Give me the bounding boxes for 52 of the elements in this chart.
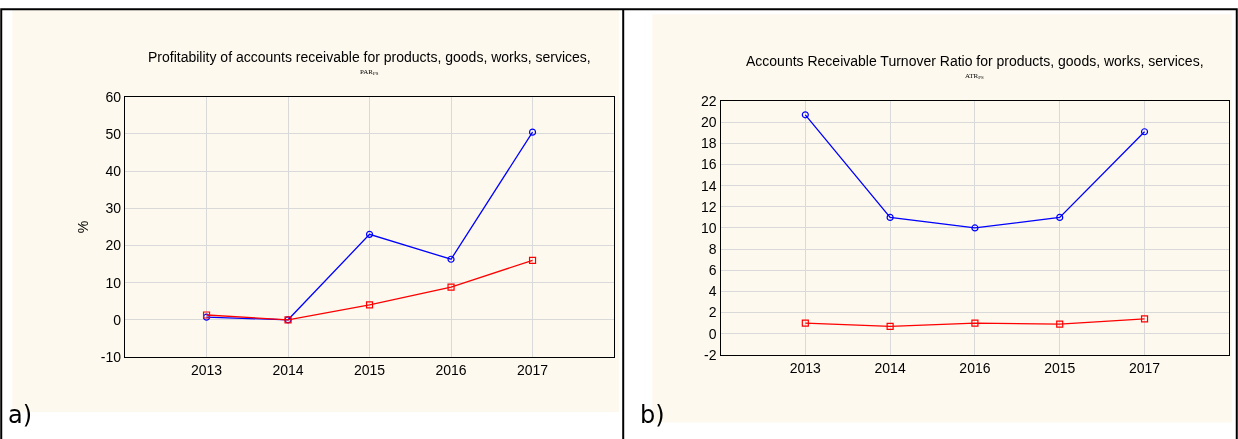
y-tick-label: 10: [700, 219, 717, 236]
y-tick-label: 6: [708, 262, 717, 279]
x-tick-label: 2014: [272, 361, 304, 378]
point: [528, 256, 537, 264]
y-tick-label: 2: [708, 304, 717, 321]
y-tick-label: 12: [700, 198, 717, 215]
x-tick-label: 2017: [1128, 359, 1161, 376]
y-tick-label: 60: [105, 88, 122, 105]
y-axis-title: %: [75, 220, 92, 234]
y-tick-label: 0: [113, 311, 122, 328]
point: [801, 319, 809, 327]
point: [365, 301, 374, 309]
y-tick-label: 8: [708, 241, 717, 258]
y-tick-label: 20: [700, 114, 717, 131]
y-tick-label: 30: [105, 200, 122, 217]
y-tick-label: -10: [100, 348, 122, 365]
point: [447, 255, 455, 263]
x-tick-label: 2017: [516, 361, 549, 378]
y-tick-label: 20: [105, 237, 122, 254]
x-tick-label: 2016: [435, 361, 467, 378]
point: [1056, 213, 1064, 221]
y-tick-label: 14: [700, 177, 717, 194]
y-tick-label: -2: [704, 346, 717, 363]
text: a): [8, 401, 33, 429]
chart-title: Profitability of accounts receivable for products, goods, works, services,: [148, 49, 591, 65]
x-tick-label: 2016: [959, 359, 991, 376]
y-tick-label: 18: [700, 135, 717, 152]
y-tick-label: 10: [105, 274, 122, 291]
y-tick-label: 4: [708, 283, 717, 300]
point: [1056, 320, 1064, 328]
point: [801, 111, 809, 119]
x-tick-label: 2015: [1044, 359, 1076, 376]
point: [886, 322, 894, 330]
y-tick-label: 0: [708, 325, 717, 342]
x-tick-label: 2015: [353, 361, 386, 378]
x-tick-label: 2014: [874, 359, 906, 376]
x-tick-label: 2013: [789, 359, 822, 376]
point: [365, 230, 374, 238]
point: [528, 128, 537, 136]
x-tick-label: 2013: [190, 361, 223, 378]
y-tick-label: 50: [105, 125, 122, 142]
point: [886, 213, 894, 221]
point: [1140, 315, 1149, 323]
point: [447, 283, 455, 291]
point: [1140, 128, 1149, 136]
point: [971, 319, 979, 327]
y-tick-label: 16: [700, 156, 717, 173]
y-tick-label: 22: [700, 92, 717, 109]
y-tick-label: 40: [105, 163, 122, 180]
chart-title: Accounts Receivable Turnover Ratio for products, goods, works, services,: [746, 53, 1204, 69]
text: b): [640, 401, 665, 429]
point: [971, 224, 979, 232]
